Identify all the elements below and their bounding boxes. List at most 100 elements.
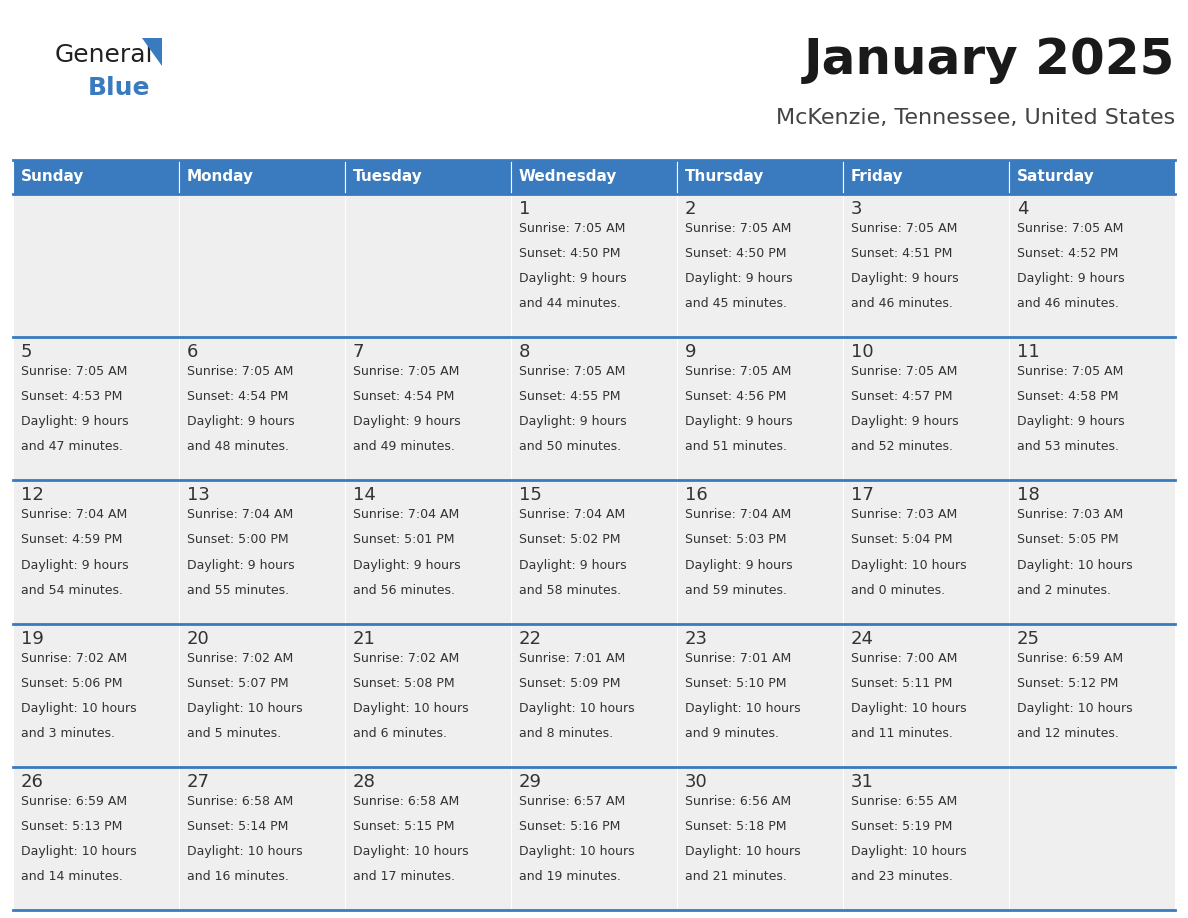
Text: Sunset: 5:19 PM: Sunset: 5:19 PM [851, 820, 953, 833]
Text: Sunrise: 7:04 AM: Sunrise: 7:04 AM [685, 509, 791, 521]
Text: Daylight: 9 hours: Daylight: 9 hours [21, 558, 128, 572]
Bar [843, 767, 1009, 910]
Bar [345, 767, 511, 910]
Text: Friday: Friday [851, 170, 904, 185]
Text: and 8 minutes.: and 8 minutes. [519, 727, 613, 740]
Bar [511, 194, 677, 337]
Text: 6: 6 [187, 343, 198, 361]
Text: 19: 19 [21, 630, 44, 647]
Bar [677, 160, 843, 194]
Text: McKenzie, Tennessee, United States: McKenzie, Tennessee, United States [776, 108, 1175, 128]
Bar [179, 480, 345, 623]
Text: Sunset: 4:50 PM: Sunset: 4:50 PM [685, 247, 786, 260]
Text: Daylight: 10 hours: Daylight: 10 hours [1017, 701, 1132, 715]
Text: Sunrise: 7:04 AM: Sunrise: 7:04 AM [187, 509, 293, 521]
Text: Sunset: 4:52 PM: Sunset: 4:52 PM [1017, 247, 1118, 260]
Text: Sunset: 5:13 PM: Sunset: 5:13 PM [21, 820, 122, 833]
Text: Sunrise: 6:59 AM: Sunrise: 6:59 AM [21, 795, 127, 808]
Text: and 21 minutes.: and 21 minutes. [685, 870, 786, 883]
Polygon shape [143, 38, 162, 66]
Text: Sunset: 5:05 PM: Sunset: 5:05 PM [1017, 533, 1119, 546]
Text: Saturday: Saturday [1017, 170, 1095, 185]
Text: Sunset: 4:55 PM: Sunset: 4:55 PM [519, 390, 620, 403]
Text: Sunset: 5:08 PM: Sunset: 5:08 PM [353, 677, 455, 689]
Text: Daylight: 10 hours: Daylight: 10 hours [851, 701, 967, 715]
Text: Daylight: 9 hours: Daylight: 9 hours [685, 415, 792, 429]
Text: and 53 minutes.: and 53 minutes. [1017, 441, 1119, 453]
Text: Sunset: 5:07 PM: Sunset: 5:07 PM [187, 677, 289, 689]
Bar [843, 194, 1009, 337]
Text: Daylight: 10 hours: Daylight: 10 hours [685, 701, 801, 715]
Text: Daylight: 10 hours: Daylight: 10 hours [519, 701, 634, 715]
Bar [13, 480, 179, 623]
Text: Sunrise: 7:05 AM: Sunrise: 7:05 AM [21, 365, 127, 378]
Text: Sunset: 5:14 PM: Sunset: 5:14 PM [187, 820, 289, 833]
Text: 15: 15 [519, 487, 542, 504]
Text: and 16 minutes.: and 16 minutes. [187, 870, 289, 883]
Text: 16: 16 [685, 487, 708, 504]
Text: Sunset: 4:53 PM: Sunset: 4:53 PM [21, 390, 122, 403]
Text: and 47 minutes.: and 47 minutes. [21, 441, 124, 453]
Text: Daylight: 9 hours: Daylight: 9 hours [187, 415, 295, 429]
Text: Wednesday: Wednesday [519, 170, 618, 185]
Text: and 55 minutes.: and 55 minutes. [187, 584, 289, 597]
Text: Sunset: 4:54 PM: Sunset: 4:54 PM [353, 390, 454, 403]
Text: 5: 5 [21, 343, 32, 361]
Text: Daylight: 9 hours: Daylight: 9 hours [851, 415, 959, 429]
Text: 27: 27 [187, 773, 210, 790]
Text: Sunrise: 7:05 AM: Sunrise: 7:05 AM [685, 365, 791, 378]
Text: Daylight: 10 hours: Daylight: 10 hours [685, 845, 801, 858]
Text: and 2 minutes.: and 2 minutes. [1017, 584, 1111, 597]
Bar [511, 337, 677, 480]
Bar [677, 480, 843, 623]
Text: 2: 2 [685, 200, 696, 218]
Text: and 6 minutes.: and 6 minutes. [353, 727, 447, 740]
Text: and 54 minutes.: and 54 minutes. [21, 584, 124, 597]
Text: Sunset: 5:10 PM: Sunset: 5:10 PM [685, 677, 786, 689]
Text: and 3 minutes.: and 3 minutes. [21, 727, 115, 740]
Text: 30: 30 [685, 773, 708, 790]
Text: Sunset: 4:57 PM: Sunset: 4:57 PM [851, 390, 953, 403]
Text: 24: 24 [851, 630, 874, 647]
Text: Daylight: 9 hours: Daylight: 9 hours [519, 272, 626, 285]
Bar [345, 480, 511, 623]
Text: 10: 10 [851, 343, 873, 361]
Text: Sunrise: 7:05 AM: Sunrise: 7:05 AM [851, 365, 958, 378]
Bar [843, 480, 1009, 623]
Text: Sunset: 4:58 PM: Sunset: 4:58 PM [1017, 390, 1118, 403]
Bar [1009, 194, 1175, 337]
Bar [677, 337, 843, 480]
Text: Daylight: 9 hours: Daylight: 9 hours [519, 415, 626, 429]
Text: January 2025: January 2025 [803, 36, 1175, 84]
Text: Sunset: 5:15 PM: Sunset: 5:15 PM [353, 820, 455, 833]
Text: Sunrise: 7:03 AM: Sunrise: 7:03 AM [851, 509, 958, 521]
Text: 21: 21 [353, 630, 375, 647]
Text: Sunset: 5:04 PM: Sunset: 5:04 PM [851, 533, 953, 546]
Text: Sunrise: 7:02 AM: Sunrise: 7:02 AM [353, 652, 460, 665]
Bar [13, 623, 179, 767]
Text: 31: 31 [851, 773, 874, 790]
Text: Daylight: 10 hours: Daylight: 10 hours [353, 845, 468, 858]
Text: and 56 minutes.: and 56 minutes. [353, 584, 455, 597]
Text: Sunset: 5:02 PM: Sunset: 5:02 PM [519, 533, 620, 546]
Text: Daylight: 10 hours: Daylight: 10 hours [21, 701, 137, 715]
Text: Daylight: 10 hours: Daylight: 10 hours [851, 845, 967, 858]
Bar [843, 160, 1009, 194]
Text: 28: 28 [353, 773, 375, 790]
Text: Daylight: 9 hours: Daylight: 9 hours [187, 558, 295, 572]
Bar [1009, 767, 1175, 910]
Text: Sunrise: 6:58 AM: Sunrise: 6:58 AM [353, 795, 460, 808]
Bar [345, 194, 511, 337]
Text: Sunrise: 7:05 AM: Sunrise: 7:05 AM [519, 222, 625, 235]
Text: and 48 minutes.: and 48 minutes. [187, 441, 289, 453]
Text: Sunrise: 7:02 AM: Sunrise: 7:02 AM [187, 652, 293, 665]
Text: Sunrise: 7:04 AM: Sunrise: 7:04 AM [21, 509, 127, 521]
Text: 3: 3 [851, 200, 862, 218]
Text: 17: 17 [851, 487, 874, 504]
Bar [511, 160, 677, 194]
Bar [1009, 480, 1175, 623]
Bar [179, 160, 345, 194]
Text: 20: 20 [187, 630, 210, 647]
Text: and 45 minutes.: and 45 minutes. [685, 297, 786, 310]
Text: and 9 minutes.: and 9 minutes. [685, 727, 779, 740]
